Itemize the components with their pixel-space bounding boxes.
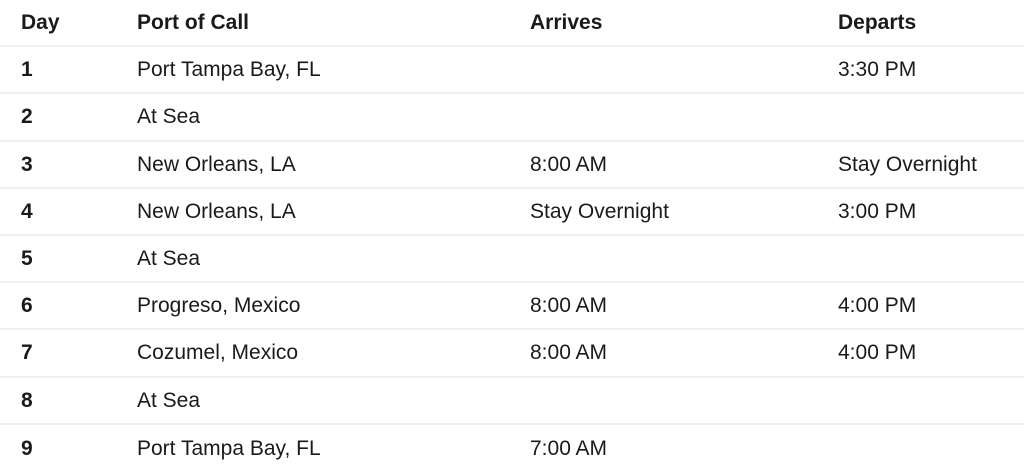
port-cell: New Orleans, LA [137,189,530,236]
port-cell: At Sea [137,378,530,425]
table-row-day-4: 4 New Orleans, LA Stay Overnight 3:00 PM [0,189,1024,236]
day-cell: 4 [0,189,137,236]
port-cell: Progreso, Mexico [137,283,530,331]
departs-cell: Stay Overnight [838,142,1024,189]
day-cell: 5 [0,236,137,284]
departs-cell [838,94,1024,142]
arrives-cell: 8:00 AM [530,142,838,189]
day-cell: 6 [0,283,137,331]
table-row-day-5: 5 At Sea [0,236,1024,284]
table-row-day-3: 3 New Orleans, LA 8:00 AM Stay Overnight [0,142,1024,189]
arrives-cell [530,236,838,284]
port-cell: At Sea [137,236,530,284]
arrives-cell: 8:00 AM [530,283,838,331]
departs-cell: 3:00 PM [838,189,1024,236]
day-cell: 1 [0,47,137,95]
arrives-cell [530,378,838,425]
arrives-cell: 7:00 AM [530,436,608,460]
arrives-cell: 8:00 AM [530,330,838,378]
departs-cell [838,236,1024,284]
table-header-row: Day Port of Call Arrives Departs [0,0,1024,48]
arrives-cell [530,94,838,142]
column-header-port: Port of Call [137,0,530,48]
departs-cell: 4:00 PM [838,330,1024,378]
table-row-day-1: 1 Port Tampa Bay, FL 3:30 PM [0,47,1024,95]
port-cell: At Sea [137,94,530,142]
column-header-departs: Departs [838,0,1024,48]
day-cell: 9 [21,436,33,460]
port-cell: Cozumel, Mexico [137,330,530,378]
port-cell: New Orleans, LA [137,142,530,189]
departs-cell: 4:00 PM [838,283,1024,331]
day-cell: 3 [0,142,137,189]
column-header-arrives: Arrives [530,0,838,48]
departs-cell [838,425,1024,472]
departs-cell: 3:30 PM [838,47,1024,95]
port-cell: Port Tampa Bay, FL [137,436,321,460]
arrives-cell [530,47,838,95]
table-row-day-7: 7 Cozumel, Mexico 8:00 AM 4:00 PM [0,330,1024,378]
table-row-day-9: 9 Port Tampa Bay, FL 7:00 AM [0,425,1024,472]
arrives-cell: Stay Overnight [530,189,838,236]
day-cell: 2 [0,94,137,142]
day-cell: 7 [0,330,137,378]
table-row-day-6: 6 Progreso, Mexico 8:00 AM 4:00 PM [0,283,1024,331]
departs-cell [838,378,1024,425]
table-row-day-2: 2 At Sea [0,94,1024,142]
port-cell: Port Tampa Bay, FL [137,47,530,95]
day-cell: 8 [0,378,137,425]
column-header-day: Day [0,0,137,48]
table-row-day-8: 8 At Sea [0,378,1024,425]
